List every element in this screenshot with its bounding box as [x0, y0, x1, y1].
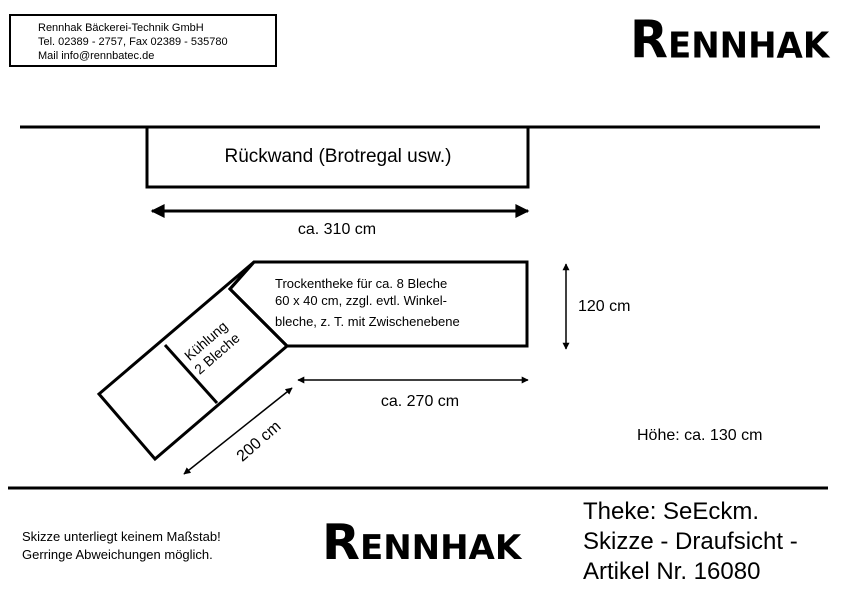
- scale-note: Skizze unterliegt keinem Maßstab! Gerrin…: [22, 528, 221, 564]
- logo-bottom-rest: ENNHAK: [359, 528, 522, 568]
- logo-bottom-first-letter: R: [322, 513, 360, 571]
- company-mail: Mail info@rennbatec.de: [38, 50, 155, 62]
- cooling-label: Kühlung 2 Bleche: [181, 318, 243, 378]
- logo-rest: ENNHAK: [667, 25, 830, 68]
- article-info-line-1: Theke: SeEckm.: [583, 498, 760, 525]
- scale-note-line-1: Skizze unterliegt keinem Maßstab!: [22, 529, 221, 544]
- dimension-label-120: 120 cm: [578, 298, 630, 315]
- article-info-line-2: Skizze - Draufsicht -: [583, 528, 798, 555]
- dimension-arrow-200: [183, 387, 293, 475]
- company-phone: Tel. 02389 - 2757, Fax 02389 - 535780: [38, 36, 228, 48]
- scale-note-line-2: Gerringe Abweichungen möglich.: [22, 547, 213, 562]
- logo-top: RENNHAK: [630, 8, 829, 77]
- cooling-divider-top: [228, 287, 289, 348]
- dimension-label-270: ca. 270 cm: [381, 393, 459, 410]
- article-info-line-3: Artikel Nr. 16080: [583, 558, 761, 585]
- dry-counter-line-3: bleche, z. T. mit Zwischenebene: [275, 314, 460, 329]
- article-info: Theke: SeEckm. Skizze - Draufsicht - Art…: [583, 497, 798, 587]
- dry-counter-line-2: 60 x 40 cm, zzgl. evtl. Winkel-: [275, 293, 447, 308]
- logo-bottom: RENNHAK: [322, 512, 521, 578]
- back-wall-rect: [145, 125, 530, 189]
- logo-first-letter: R: [630, 9, 668, 71]
- address-box: Rennhak Bäckerei-Technik GmbH Tel. 02389…: [9, 14, 277, 67]
- dimension-label-310: ca. 310 cm: [298, 221, 376, 238]
- dimension-label-200: 200 cm: [234, 418, 285, 465]
- height-label: Höhe: ca. 130 cm: [637, 427, 762, 444]
- company-name: Rennhak Bäckerei-Technik GmbH: [38, 22, 204, 34]
- dry-counter-line-1: Trockentheke für ca. 8 Bleche: [275, 276, 447, 291]
- back-wall-label: Rückwand (Brotregal usw.): [224, 146, 451, 167]
